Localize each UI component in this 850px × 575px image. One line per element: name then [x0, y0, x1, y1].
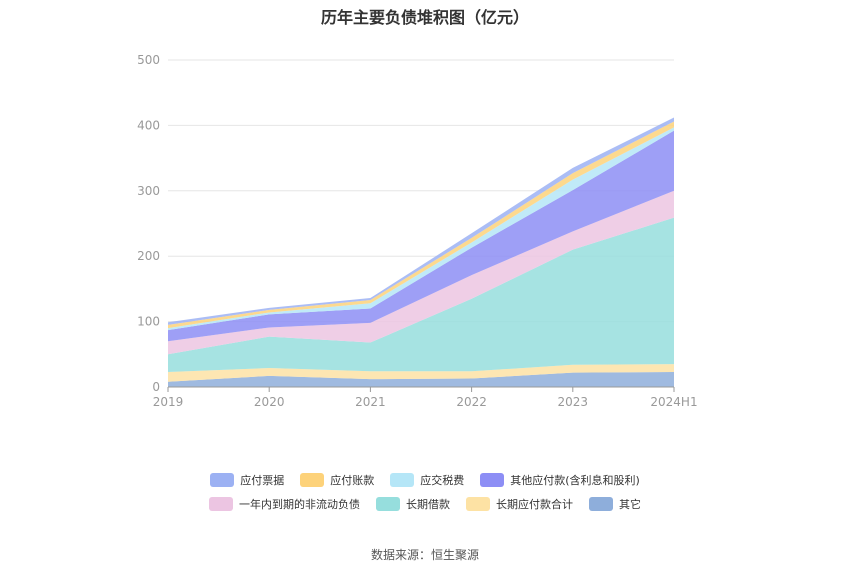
data-source-note: 数据来源：恒生聚源 [370, 548, 479, 562]
y-tick-label: 300 [137, 184, 160, 198]
x-tick-label: 2023 [558, 395, 589, 409]
legend-label: 应交税费 [420, 474, 465, 487]
legend-swatch [480, 473, 505, 487]
x-tick-label: 2020 [254, 395, 285, 409]
legend-row: 一年内到期的非流动负债 长期借款 长期应付款合计 其它 [0, 496, 850, 512]
legend-label: 长期应付款合计 [496, 498, 573, 511]
legend-swatch [300, 473, 325, 487]
x-tick-label: 2022 [456, 395, 487, 409]
legend-item[interactable]: 其它 [589, 496, 641, 512]
legend-row: 应付票据 应付账款 应交税费 其他应付款(含利息和股利) [0, 472, 850, 488]
chart-title: 历年主要负债堆积图（亿元） [320, 8, 529, 27]
legend-item[interactable]: 长期借款 [376, 496, 450, 512]
chart-legend: 应付票据 应付账款 应交税费 其他应付款(含利息和股利) 一年内到期的非流动负债 长期借款… [0, 472, 850, 520]
legend-item[interactable]: 应交税费 [390, 472, 464, 488]
series-area [168, 364, 674, 382]
legend-label: 应付账款 [330, 474, 375, 487]
series-area [168, 371, 674, 387]
legend-swatch [210, 473, 235, 487]
y-tick-label: 100 [137, 315, 160, 329]
series-area [168, 190, 674, 355]
y-tick-label: 400 [137, 118, 160, 132]
y-tick-label: 200 [137, 249, 160, 263]
legend-item[interactable]: 应付票据 [210, 472, 284, 488]
x-tick-label: 2019 [153, 395, 184, 409]
legend-label: 一年内到期的非流动负债 [239, 498, 360, 511]
legend-label: 其它 [619, 498, 641, 511]
y-tick-label: 0 [152, 380, 160, 394]
legend-item[interactable]: 应付账款 [300, 472, 374, 488]
x-tick-label: 2021 [355, 395, 386, 409]
legend-label: 应付票据 [240, 474, 285, 487]
legend-swatch [390, 473, 415, 487]
legend-item[interactable]: 其他应付款(含利息和股利) [480, 472, 640, 488]
legend-swatch [589, 497, 613, 511]
legend-label: 长期借款 [406, 498, 450, 511]
y-tick-label: 500 [137, 53, 160, 67]
stacked-area-chart: 0 100 200 300 400 500 2019 2020 2021 2022 2023 2024… [137, 53, 698, 409]
legend-swatch [466, 497, 490, 511]
legend-label: 其他应付款(含利息和股利) [510, 474, 640, 487]
legend-item[interactable]: 长期应付款合计 [466, 496, 573, 512]
legend-swatch [376, 497, 400, 511]
series-area [168, 217, 674, 372]
legend-swatch [209, 497, 233, 511]
legend-item[interactable]: 一年内到期的非流动负债 [209, 496, 360, 512]
x-tick-label: 2024H1 [650, 395, 697, 409]
